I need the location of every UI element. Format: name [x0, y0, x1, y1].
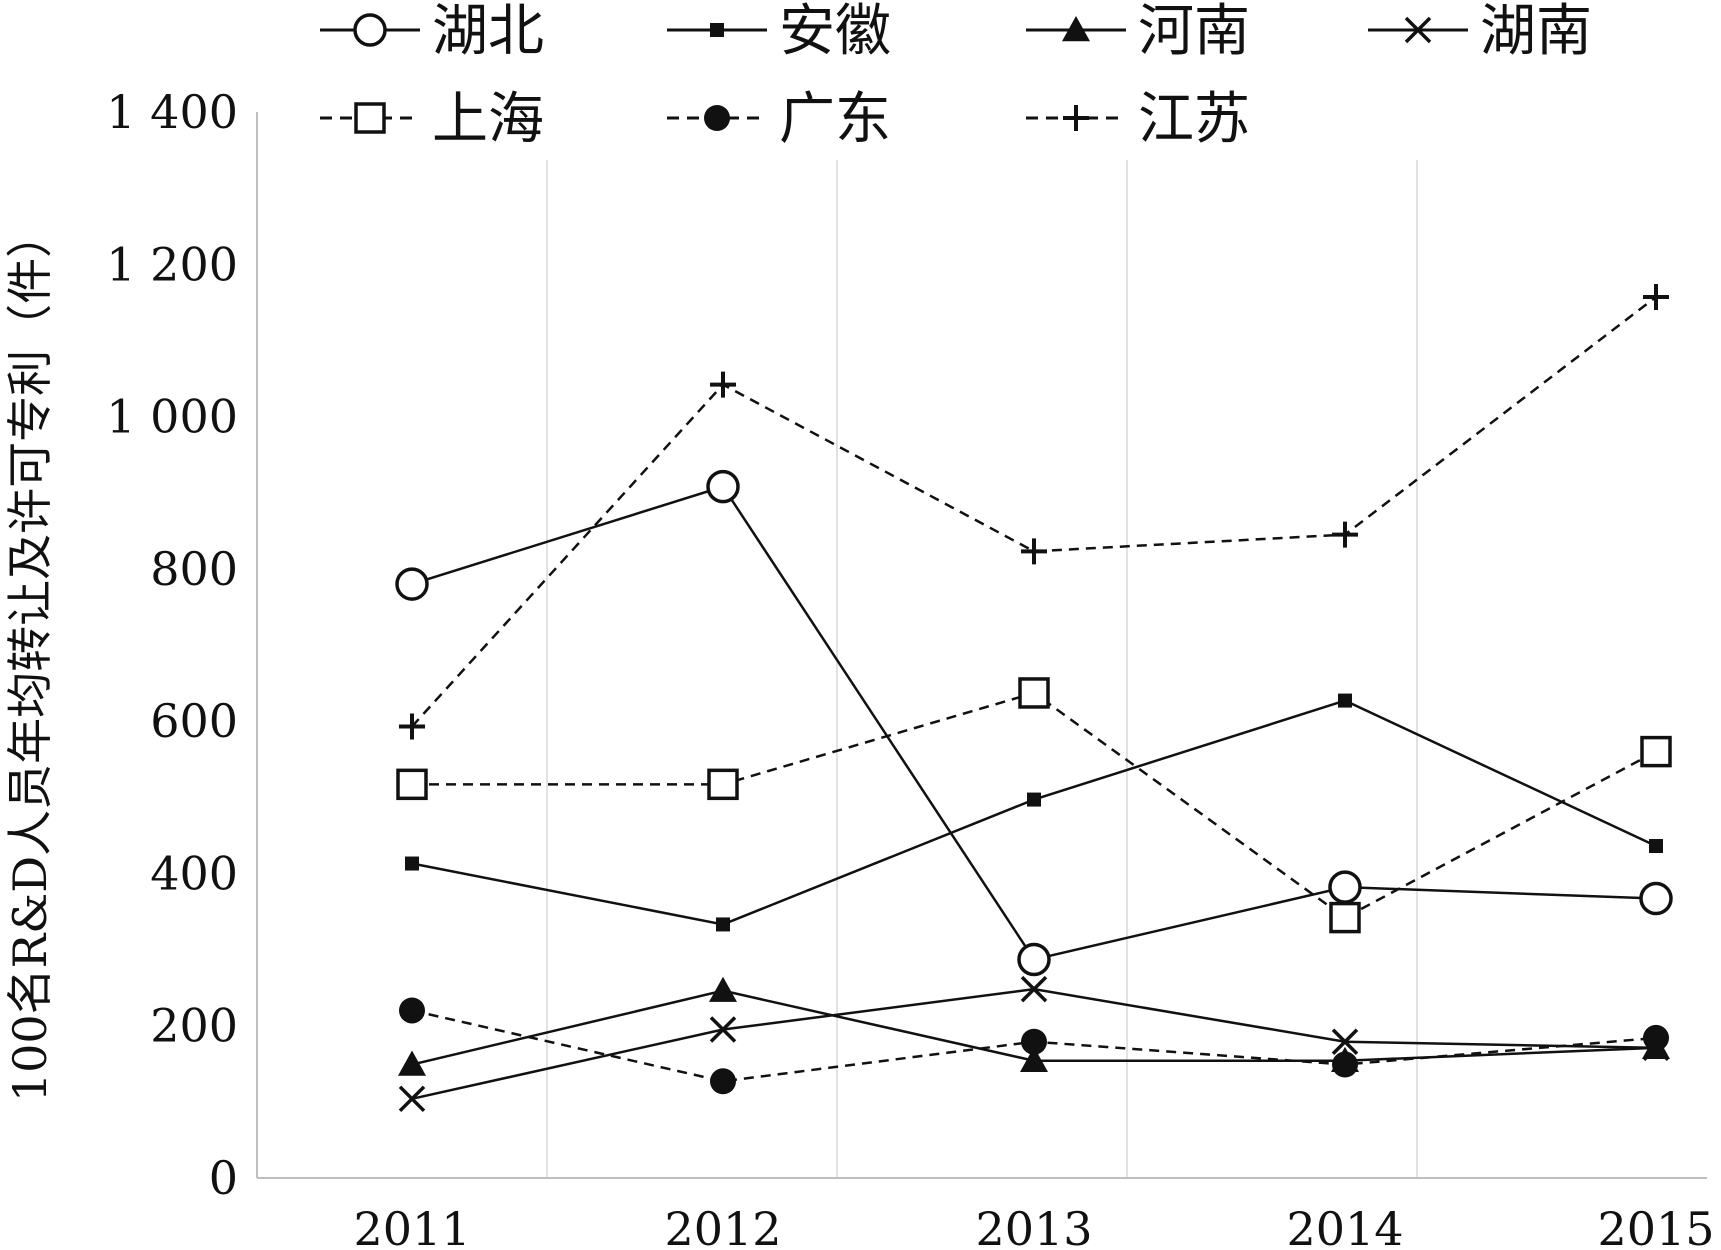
data-point: [1328, 870, 1362, 904]
data-point: [1331, 1028, 1359, 1055]
data-point: [1332, 521, 1358, 548]
data-point: [709, 976, 737, 1002]
data-point: [396, 768, 428, 801]
data-point: [1020, 975, 1048, 1003]
legend-label: 广东: [779, 87, 891, 152]
y-tick-label: 0: [209, 1151, 238, 1205]
data-point: [395, 567, 429, 601]
legend-item: 安徽: [667, 0, 891, 64]
y-tick-label: 400: [150, 846, 238, 900]
legend-label: 安徽: [779, 0, 891, 64]
data-point: [1643, 1024, 1669, 1051]
series-markers: [395, 284, 1673, 1113]
x-tick-label: 2015: [1597, 1202, 1714, 1250]
data-point: [706, 469, 740, 504]
data-point: [405, 856, 419, 871]
y-tick-label: 1 200: [106, 237, 238, 291]
y-tick-label: 200: [150, 999, 238, 1053]
y-tick-label: 1 400: [106, 85, 238, 139]
data-point: [1017, 942, 1051, 977]
legend-marker: [704, 105, 730, 131]
data-point: [1649, 839, 1663, 854]
x-tick-label: 2012: [664, 1202, 781, 1250]
legend-item: 湖南: [1368, 0, 1592, 64]
legend-marker: [710, 23, 724, 37]
legend-label: 江苏: [1138, 87, 1250, 152]
legend-item: 广东: [667, 87, 891, 152]
data-point: [1020, 1046, 1048, 1072]
x-tick-labels: 2011 2012 2013 2014 2015: [353, 1202, 1714, 1250]
legend-marker: [354, 102, 386, 134]
legend-label: 上海: [432, 87, 544, 152]
data-point: [1021, 1028, 1047, 1055]
data-point: [710, 1068, 736, 1095]
data-point: [716, 917, 730, 932]
data-point: [398, 1050, 426, 1076]
x-tick-label: 2013: [975, 1202, 1092, 1250]
data-point: [1338, 693, 1352, 708]
y-axis-label: 100名R&D人员年均转让及许可专利（件）: [3, 212, 57, 1102]
data-point: [1027, 792, 1041, 807]
y-tick-label: 800: [150, 542, 238, 596]
data-point: [1332, 1051, 1358, 1078]
legend-label: 河南: [1138, 0, 1250, 64]
data-point: [1329, 901, 1361, 934]
x-tick-label: 2014: [1286, 1202, 1403, 1250]
legend-marker: [353, 13, 387, 47]
data-point: [399, 997, 425, 1024]
legend-marker: [1062, 16, 1090, 42]
legend-item: 河南: [1026, 0, 1250, 64]
axes: [256, 112, 1707, 1179]
legend-item: 江苏: [1026, 87, 1250, 152]
legend-label: 湖北: [432, 0, 544, 64]
y-tick-label: 600: [150, 694, 238, 748]
data-point: [1643, 284, 1669, 311]
data-point: [1640, 735, 1672, 768]
data-point: [707, 768, 739, 801]
data-point: [1018, 677, 1050, 709]
legend-marker: [1063, 105, 1089, 131]
x-tick-label: 2011: [353, 1202, 470, 1250]
legend-marker: [1404, 16, 1432, 44]
data-point: [1639, 881, 1673, 916]
data-point: [399, 713, 425, 740]
data-point: [1021, 538, 1047, 565]
grid-lines: [546, 160, 1418, 1178]
y-tick-labels: 0 200 400 600 800 1 000 1 200 1 400: [106, 85, 238, 1205]
legend-label: 湖南: [1480, 0, 1592, 64]
data-point: [398, 1085, 426, 1113]
y-tick-label: 1 000: [106, 390, 238, 444]
legend-item: 上海: [320, 87, 544, 152]
data-point: [709, 1016, 737, 1043]
series-line: [411, 296, 1657, 728]
legend-item: 湖北: [320, 0, 544, 64]
data-point: [710, 371, 736, 398]
